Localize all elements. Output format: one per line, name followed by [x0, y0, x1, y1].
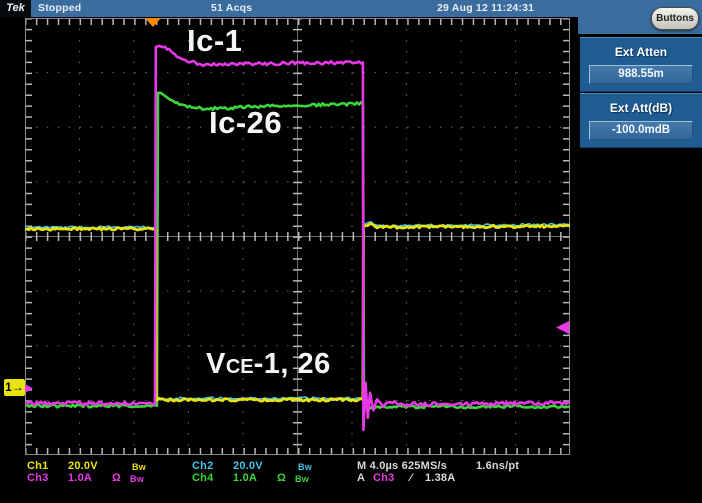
trace-ch3-ic1	[25, 44, 570, 432]
trace-ch1-vce1	[25, 222, 570, 403]
trigger-level-readout: 1.38A	[425, 472, 456, 484]
trigger-position-marker[interactable]	[145, 18, 161, 27]
annotation-ic26: Ic-26	[209, 105, 283, 140]
ext-att-db-panel: Ext Att(dB) -100.0mdB	[580, 93, 702, 148]
ch2-bw-indicator: Bw	[298, 462, 312, 472]
top-status-bar	[0, 0, 578, 17]
ch4-scale: 1.0A	[233, 472, 258, 484]
resolution-readout: 1.6ns/pt	[476, 460, 520, 472]
trigger-source[interactable]: Ch3	[373, 472, 395, 484]
acquisition-count: 51 Acqs	[211, 2, 253, 14]
acquisition-status: Stopped	[38, 2, 82, 14]
ch3-label[interactable]: Ch3	[27, 472, 49, 484]
ext-atten-label: Ext Atten	[614, 45, 668, 59]
ch2-label[interactable]: Ch2	[192, 460, 214, 472]
ext-atten-panel: Ext Atten 988.55m	[580, 37, 702, 92]
ch2-scale: 20.0V	[233, 460, 263, 472]
ch1-label[interactable]: Ch1	[27, 460, 49, 472]
buttons-button[interactable]: Buttons	[651, 7, 699, 30]
graticule-display[interactable]	[25, 18, 570, 455]
ch4-coupling-icon: Ω	[277, 472, 287, 484]
ch1-scale: 20.0V	[68, 460, 98, 472]
ch1-position-marker[interactable]: 1→	[4, 379, 25, 396]
trace-ch4-ic26	[25, 91, 570, 412]
ch3-bw-indicator: Bw	[130, 474, 144, 484]
ch1-bw-indicator: Bw	[132, 462, 146, 472]
annotation-ic1: Ic-1	[187, 23, 243, 58]
ch4-label[interactable]: Ch4	[192, 472, 214, 484]
ext-att-db-label: Ext Att(dB)	[609, 101, 673, 115]
ch3-coupling-icon: Ω	[112, 472, 122, 484]
datetime: 29 Aug 12 11:24:31	[437, 2, 535, 14]
ext-att-db-value[interactable]: -100.0mdB	[589, 121, 693, 140]
trigger-slope-icon: ∕	[410, 472, 413, 484]
ext-atten-value[interactable]: 988.55m	[589, 65, 693, 84]
ch3-position-marker[interactable]	[25, 384, 33, 393]
ch3-scale: 1.0A	[68, 472, 93, 484]
trigger-mode: A	[357, 472, 366, 484]
annotation-vce: VCE-1, 26	[206, 348, 331, 380]
graticule-border	[25, 18, 570, 455]
ch4-bw-indicator: Bw	[295, 474, 309, 484]
tek-logo: Tek	[0, 0, 31, 17]
timebase-readout: M 4.0µs 625MS/s	[357, 460, 448, 472]
